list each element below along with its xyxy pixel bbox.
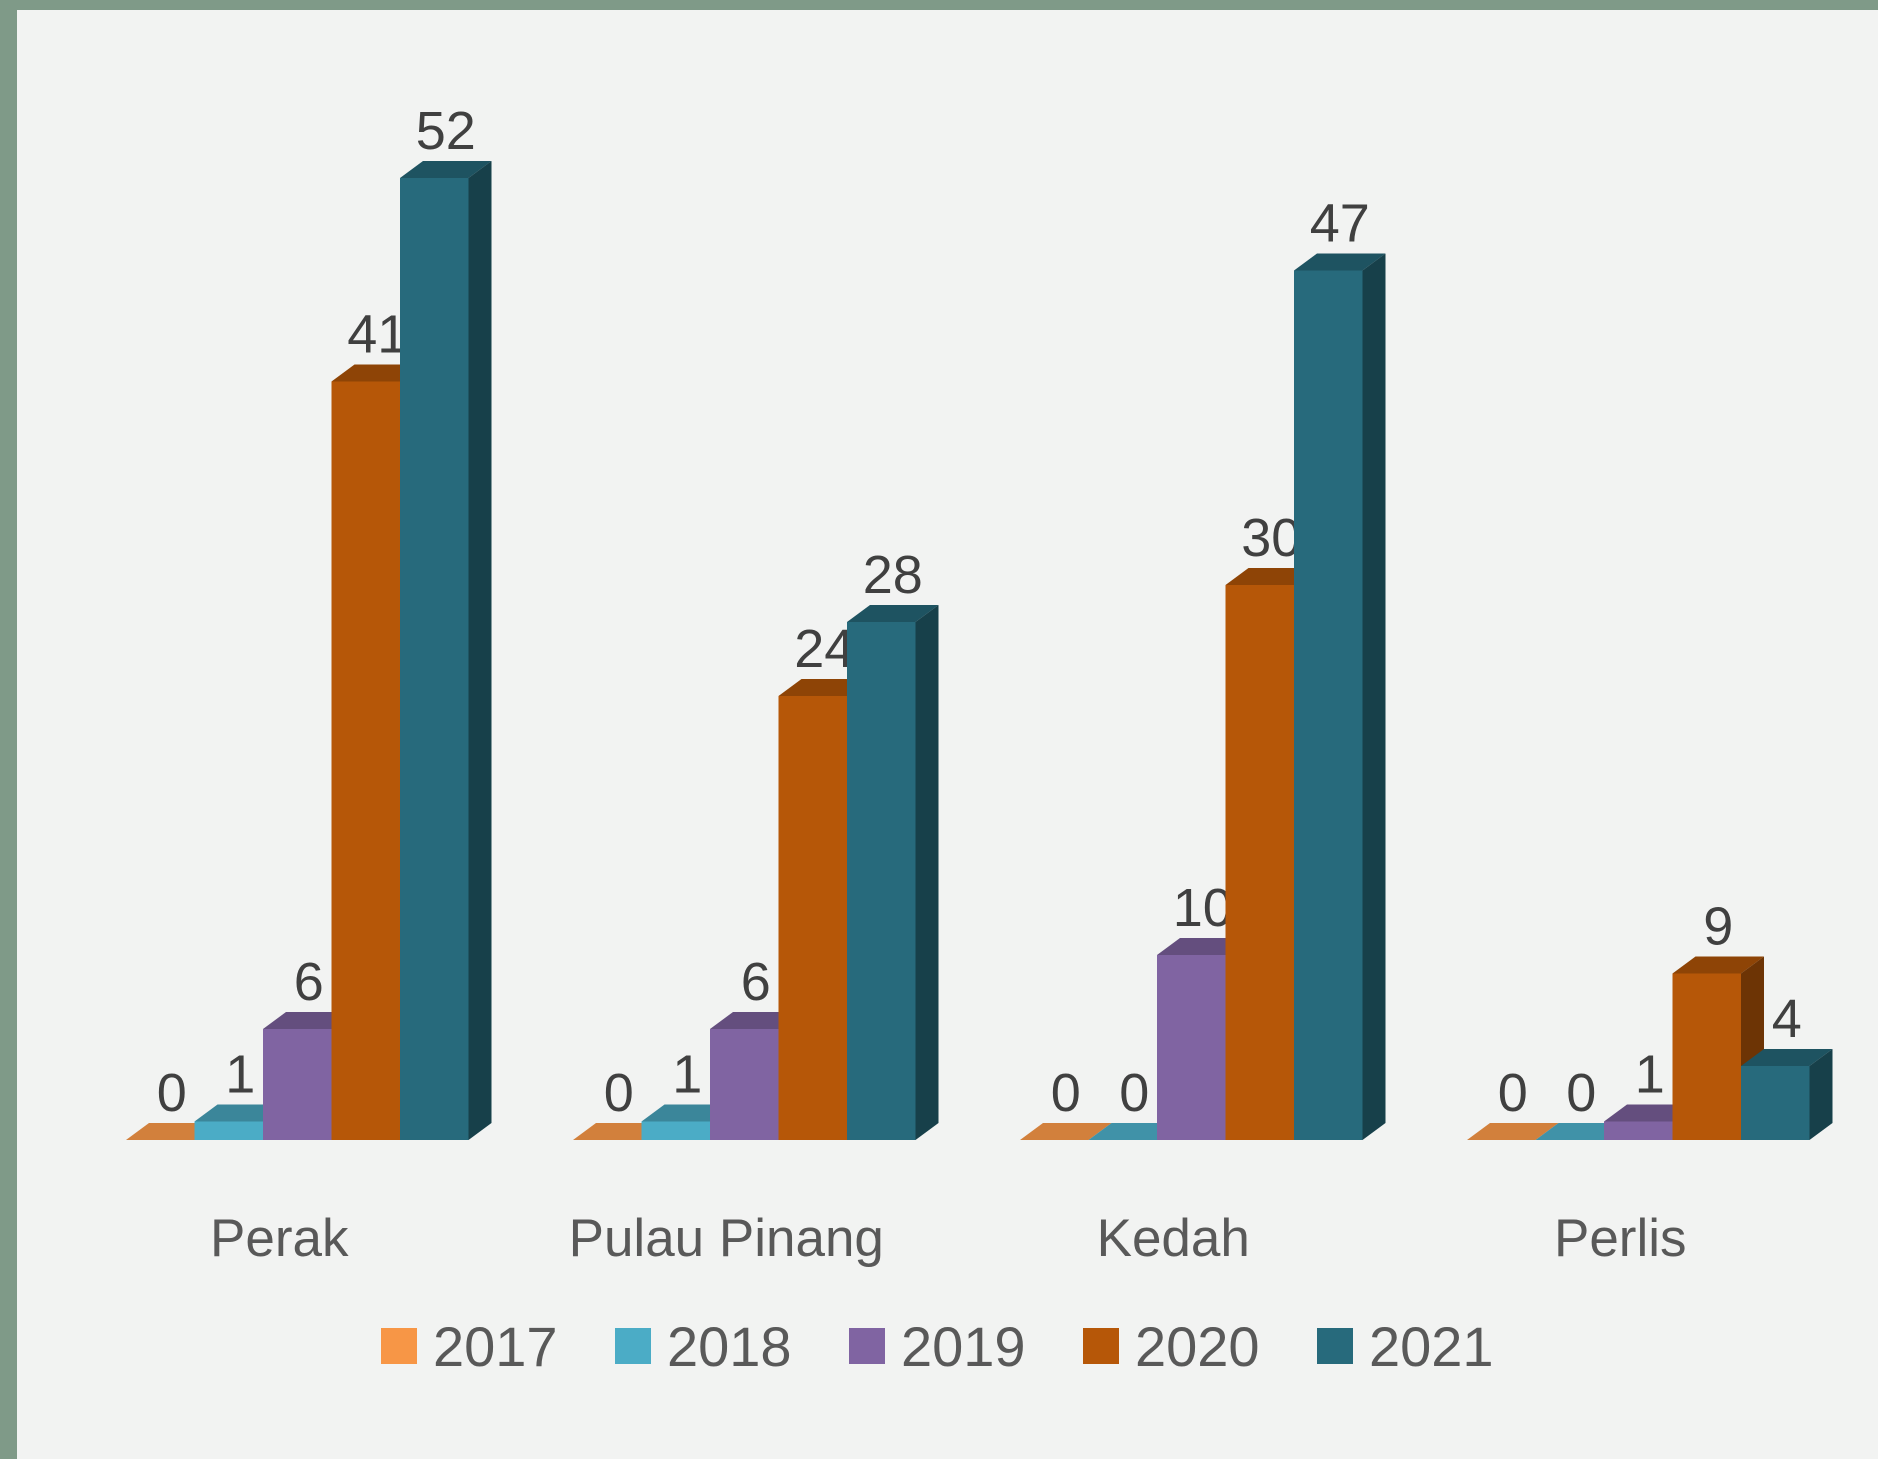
bar-front — [847, 622, 916, 1140]
bar-front — [1294, 270, 1363, 1140]
bar-top — [1467, 1123, 1559, 1140]
data-label: 41 — [347, 305, 407, 365]
data-label: 0 — [1051, 1063, 1081, 1123]
bar — [1294, 253, 1386, 1140]
data-label: 10 — [1173, 878, 1233, 938]
legend-label: 2017 — [433, 1315, 558, 1378]
bar-top — [1020, 1123, 1112, 1140]
legend-swatch — [1317, 1328, 1353, 1364]
data-label: 1 — [672, 1045, 702, 1105]
bar — [1020, 1123, 1112, 1140]
legend-swatch — [1083, 1328, 1119, 1364]
data-label: 6 — [294, 952, 324, 1012]
data-label: 52 — [416, 101, 476, 161]
bar-side — [915, 605, 939, 1140]
x-tick-label: Kedah — [1097, 1209, 1250, 1268]
legend-swatch — [615, 1328, 651, 1364]
bar-side — [1362, 253, 1386, 1140]
bar-top — [1672, 956, 1764, 974]
data-label: 0 — [157, 1063, 187, 1123]
data-label: 1 — [1635, 1045, 1665, 1105]
bar-front — [1741, 1066, 1810, 1140]
chart-area — [17, 10, 1878, 1459]
bar — [847, 605, 939, 1140]
bar-front — [1225, 585, 1294, 1140]
data-label: 0 — [1498, 1063, 1528, 1123]
x-tick-label: Perak — [210, 1209, 349, 1268]
data-label: 1 — [225, 1045, 255, 1105]
bar-front — [331, 381, 400, 1140]
bar-top — [847, 605, 939, 622]
bar-front — [710, 1029, 779, 1140]
data-label: 30 — [1241, 508, 1301, 568]
bar-side — [468, 161, 492, 1140]
legend-swatch — [381, 1328, 417, 1364]
bar-front — [778, 696, 847, 1140]
x-tick-label: Perlis — [1554, 1209, 1687, 1268]
bar-front — [400, 178, 469, 1140]
bar-top — [1741, 1049, 1833, 1066]
data-label: 0 — [604, 1063, 634, 1123]
data-label: 0 — [1119, 1063, 1149, 1123]
data-label: 24 — [794, 619, 854, 679]
data-label: 47 — [1310, 194, 1370, 254]
bar-front — [1157, 955, 1226, 1140]
bar-front — [641, 1121, 710, 1140]
x-tick-label: Pulau Pinang — [569, 1209, 884, 1268]
bar-top — [1294, 253, 1386, 271]
bar — [400, 161, 492, 1140]
data-label: 4 — [1772, 989, 1802, 1049]
data-label: 0 — [1566, 1063, 1596, 1123]
data-label: 6 — [741, 952, 771, 1012]
data-label: 28 — [863, 545, 923, 605]
bar-side — [1809, 1049, 1833, 1140]
legend-label: 2018 — [667, 1315, 792, 1378]
bar-front — [1672, 973, 1741, 1140]
bar-front — [1604, 1121, 1673, 1140]
bar — [1741, 1049, 1833, 1140]
bar-top — [400, 161, 492, 178]
bar-front — [194, 1121, 263, 1140]
bar — [1467, 1123, 1559, 1140]
legend-label: 2020 — [1135, 1315, 1260, 1378]
legend-label: 2019 — [901, 1315, 1026, 1378]
legend-label: 2021 — [1369, 1315, 1494, 1378]
data-label: 9 — [1703, 897, 1733, 957]
legend-swatch — [849, 1328, 885, 1364]
bar-front — [263, 1029, 332, 1140]
